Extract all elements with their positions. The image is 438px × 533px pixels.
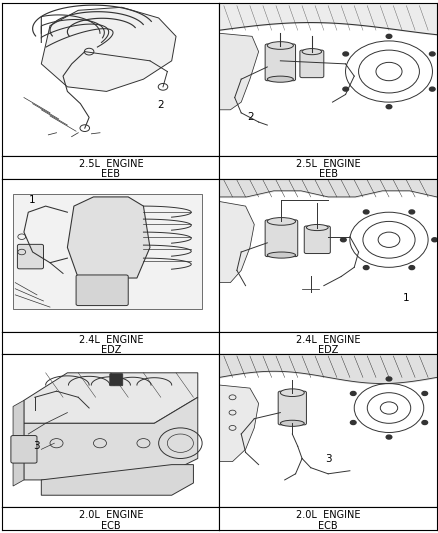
FancyBboxPatch shape xyxy=(265,220,297,256)
Text: EEB: EEB xyxy=(101,169,120,179)
Polygon shape xyxy=(41,7,176,92)
Circle shape xyxy=(421,421,427,424)
FancyBboxPatch shape xyxy=(110,374,123,386)
Ellipse shape xyxy=(306,224,328,231)
Text: 1: 1 xyxy=(402,293,409,303)
FancyBboxPatch shape xyxy=(265,44,295,80)
Circle shape xyxy=(342,87,348,91)
Ellipse shape xyxy=(267,42,293,50)
Text: 1: 1 xyxy=(29,195,36,205)
FancyBboxPatch shape xyxy=(11,435,37,463)
Circle shape xyxy=(350,421,355,424)
Polygon shape xyxy=(24,397,197,480)
Text: 2.5L  ENGINE: 2.5L ENGINE xyxy=(295,159,360,168)
Polygon shape xyxy=(24,373,197,423)
Circle shape xyxy=(350,391,355,395)
Circle shape xyxy=(385,104,391,109)
Polygon shape xyxy=(41,465,193,495)
Polygon shape xyxy=(13,194,201,309)
Circle shape xyxy=(363,210,368,214)
FancyBboxPatch shape xyxy=(278,391,306,425)
FancyBboxPatch shape xyxy=(76,275,128,305)
Circle shape xyxy=(428,52,434,56)
Text: ECB: ECB xyxy=(318,521,337,531)
Circle shape xyxy=(385,34,391,38)
Text: 2.0L  ENGINE: 2.0L ENGINE xyxy=(78,511,143,520)
Circle shape xyxy=(385,377,391,381)
Circle shape xyxy=(342,52,348,56)
Circle shape xyxy=(385,435,391,439)
Circle shape xyxy=(421,391,427,395)
Text: 2: 2 xyxy=(157,100,164,110)
Ellipse shape xyxy=(280,420,304,426)
FancyBboxPatch shape xyxy=(18,244,43,269)
Ellipse shape xyxy=(267,76,293,82)
Text: 2.5L  ENGINE: 2.5L ENGINE xyxy=(78,159,143,168)
Circle shape xyxy=(408,265,414,270)
Polygon shape xyxy=(13,400,24,486)
Text: 2.4L  ENGINE: 2.4L ENGINE xyxy=(295,335,360,344)
FancyBboxPatch shape xyxy=(304,226,329,254)
Polygon shape xyxy=(219,33,258,110)
Polygon shape xyxy=(219,201,254,282)
Ellipse shape xyxy=(280,389,304,397)
Polygon shape xyxy=(219,385,258,462)
Text: ECB: ECB xyxy=(101,521,120,531)
Text: 3: 3 xyxy=(34,441,40,451)
Ellipse shape xyxy=(267,217,295,225)
FancyBboxPatch shape xyxy=(299,50,323,78)
Ellipse shape xyxy=(301,49,321,55)
Circle shape xyxy=(340,238,346,242)
Circle shape xyxy=(431,238,436,242)
Circle shape xyxy=(408,210,414,214)
Circle shape xyxy=(363,265,368,270)
Text: 2: 2 xyxy=(247,112,254,123)
Ellipse shape xyxy=(267,252,295,258)
Text: 2.0L  ENGINE: 2.0L ENGINE xyxy=(295,511,360,520)
Circle shape xyxy=(428,87,434,91)
Text: EEB: EEB xyxy=(318,169,337,179)
Text: 2.4L  ENGINE: 2.4L ENGINE xyxy=(78,335,143,344)
Polygon shape xyxy=(67,197,150,278)
Text: EDZ: EDZ xyxy=(100,345,121,355)
Text: EDZ: EDZ xyxy=(317,345,338,355)
Text: 3: 3 xyxy=(324,454,331,464)
